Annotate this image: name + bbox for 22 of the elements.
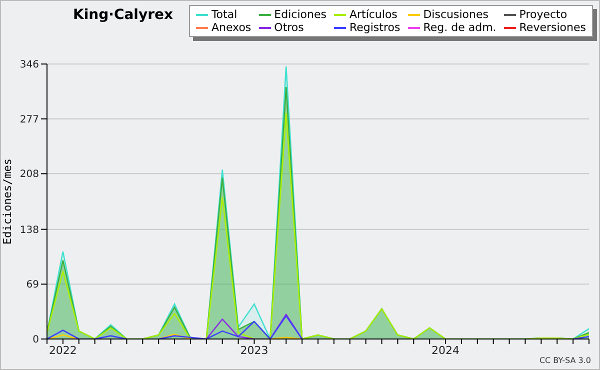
legend-label: Ediciones — [274, 8, 326, 21]
text: CC BY-SA 3.0 — [539, 356, 591, 365]
chart-title: King·Calyrex — [73, 7, 174, 23]
x-tick-label: 2023 — [240, 344, 268, 357]
x-tick-label: 2022 — [48, 344, 77, 357]
legend-label: Proyecto — [519, 8, 568, 21]
legend-label: Discusiones — [423, 8, 488, 21]
x-tick-label: 2024 — [432, 344, 460, 357]
y-tick-label: 346 — [20, 60, 39, 71]
legend-label: Otros — [274, 21, 304, 34]
y-tick-label: 69 — [26, 280, 39, 291]
legend-label: Artículos — [349, 8, 398, 21]
y-tick-label: 277 — [20, 114, 39, 126]
y-tick-label: 0 — [32, 334, 39, 346]
y-tick-label: 138 — [20, 224, 39, 236]
legend-label: Reversiones — [519, 21, 586, 34]
legend-label: Reg. de adm. — [423, 21, 496, 34]
legend-label: Anexos — [211, 21, 252, 34]
y-tick-label: 208 — [20, 169, 39, 180]
y-axis-title: Ediciones/mes — [0, 158, 14, 245]
legend-label: Registros — [349, 21, 400, 34]
legend-label: Total — [211, 8, 238, 21]
